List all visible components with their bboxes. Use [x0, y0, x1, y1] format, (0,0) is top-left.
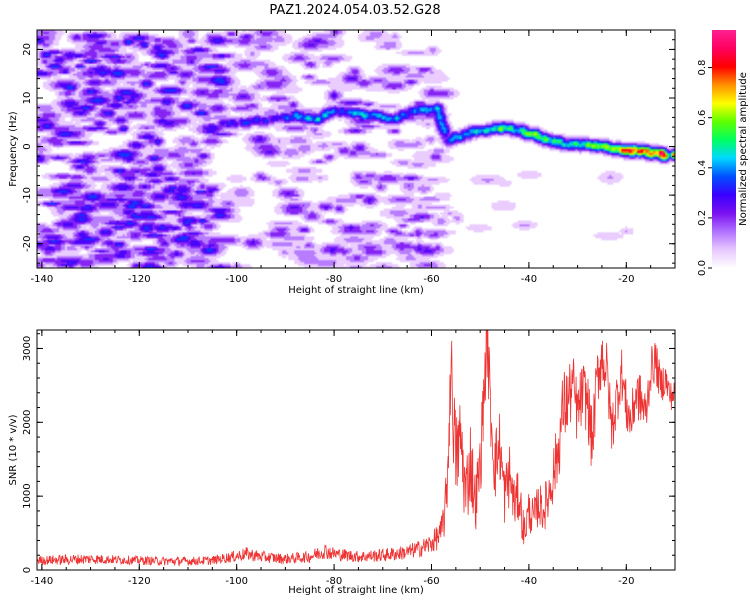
snr-ylabel: SNR (10 * v/v)	[8, 414, 19, 485]
snr-x-tick-label: -120	[128, 576, 151, 587]
spectrogram-x-tick-label: -40	[521, 274, 537, 285]
snr-x-tick-label: -140	[31, 576, 54, 587]
spectrogram-y-tick-label: -10	[22, 187, 33, 203]
spectrogram-ylabel: Frequency (Hz)	[8, 111, 19, 187]
snr-x-tick-label: -100	[225, 576, 248, 587]
colorbar-tick-label: 0.8	[697, 60, 708, 76]
spectrogram-image	[37, 30, 675, 268]
spectrogram-y-tick-label: -20	[22, 236, 33, 252]
snr-ticks: -140 -120 -100 -80 -60 -40 -20 0 1000 2000 3000	[22, 330, 676, 587]
spectrogram-x-tick-label: -100	[225, 274, 248, 285]
spectrogram-y-tick-label: 10	[22, 92, 33, 105]
snr-panel: -140 -120 -100 -80 -60 -40 -20 0 1000 2000 3000 He…	[8, 329, 676, 596]
spectrogram-x-tick-label: -80	[326, 274, 342, 285]
colorbar-tick-label: 0.6	[697, 110, 708, 126]
colorbar-tick-label: 0.2	[697, 210, 708, 226]
spectrogram-x-tick-label: -120	[128, 274, 151, 285]
spectrogram-frame	[36, 29, 676, 269]
colorbar-label: Normalized spectral amplitude	[738, 72, 749, 226]
spectrogram-x-tick-label: -20	[618, 274, 634, 285]
colorbar-gradient	[712, 30, 736, 268]
spectrogram-x-tick-label: -140	[31, 274, 54, 285]
snr-frame	[36, 329, 676, 571]
colorbar-ticks: 0.0 0.2 0.4 0.6 0.8	[697, 60, 712, 276]
snr-series-line	[37, 330, 675, 567]
spectrogram-x-tick-label: -60	[423, 274, 439, 285]
snr-series	[37, 330, 675, 567]
snr-y-tick-label: 3000	[22, 336, 33, 361]
snr-x-tick-label: -80	[326, 576, 342, 587]
colorbar-tick-label: 0.0	[697, 260, 708, 276]
spectrogram-y-tick-label: 20	[22, 43, 33, 56]
figure-title: PAZ1.2024.054.03.52.G28	[269, 3, 440, 18]
spectrogram-y-tick-label: 0	[22, 143, 33, 149]
snr-y-tick-label: 2000	[22, 410, 33, 435]
snr-x-tick-label: -60	[423, 576, 439, 587]
snr-x-tick-label: -40	[521, 576, 537, 587]
snr-xlabel: Height of straight line (km)	[288, 585, 424, 596]
colorbar-tick-label: 0.4	[697, 160, 708, 176]
spectrogram-xlabel: Height of straight line (km)	[288, 285, 424, 296]
colorbar: 0.0 0.2 0.4 0.6 0.8 Normalized spectral ampl…	[697, 30, 749, 276]
snr-x-tick-label: -20	[618, 576, 634, 587]
snr-y-tick-label: 1000	[22, 483, 33, 508]
snr-y-tick-label: 0	[22, 567, 33, 573]
